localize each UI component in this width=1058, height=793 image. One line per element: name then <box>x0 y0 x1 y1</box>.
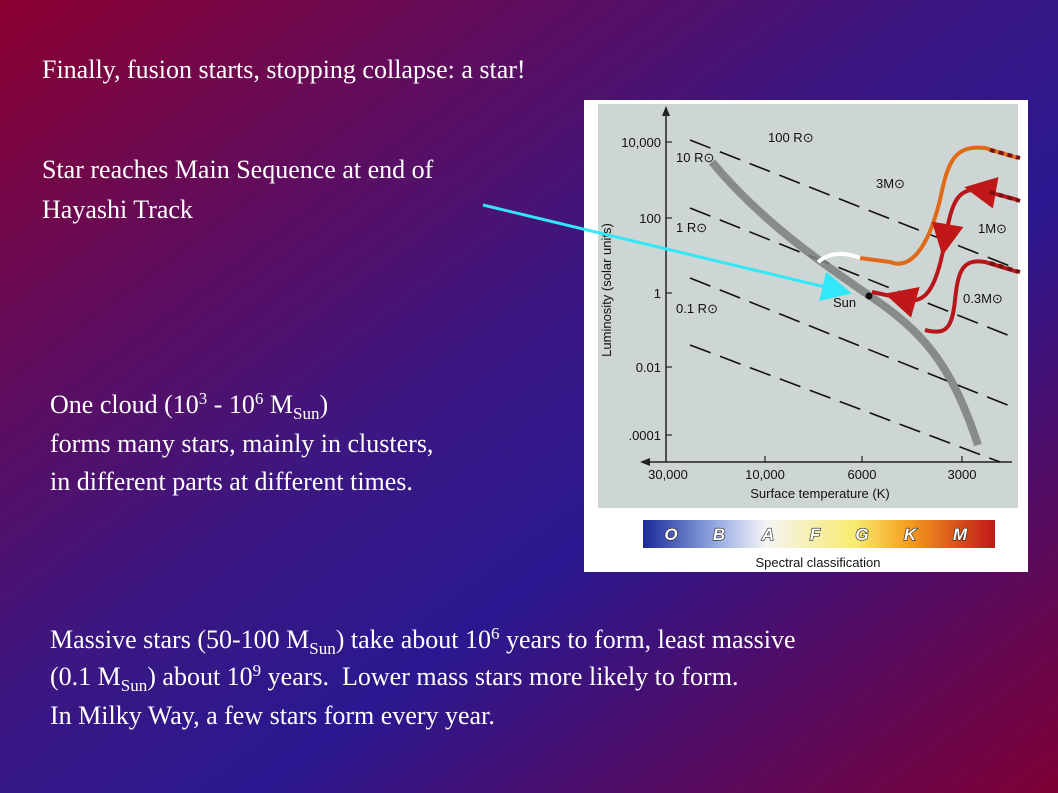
x-tick-label: 3000 <box>948 467 977 482</box>
radius-label: 100 R⊙ <box>768 130 814 145</box>
text-run: - 10 <box>207 390 255 419</box>
y-tick-label: 1 <box>654 286 661 301</box>
text-run: Massive stars (50-100 M <box>50 625 309 654</box>
y-axis-label: Luminosity (solar units) <box>599 223 614 357</box>
text-run: ) about 10 <box>147 662 252 691</box>
radius-label: 10 R⊙ <box>676 150 714 165</box>
text-run: (0.1 M <box>50 662 121 691</box>
spectral-class: K <box>904 525 918 544</box>
slide-title: Finally, fusion starts, stopping collaps… <box>42 55 526 84</box>
y-tick-label: .0001 <box>628 428 661 443</box>
sun-label: Sun <box>833 295 856 310</box>
x-axis-label: Surface temperature (K) <box>750 486 889 501</box>
y-tick-label: 100 <box>639 211 661 226</box>
note-line: forms many stars, mainly in clusters, <box>50 429 433 458</box>
superscript: 3 <box>199 389 208 408</box>
pointer-arrow <box>482 203 852 301</box>
x-tick-label: 6000 <box>848 467 877 482</box>
note-line: Hayashi Track <box>42 195 193 224</box>
sun-point <box>865 292 873 300</box>
spectral-class: A <box>761 525 774 544</box>
spectral-bar <box>643 520 995 548</box>
spectral-label: Spectral classification <box>756 555 881 570</box>
superscript: 9 <box>253 661 262 680</box>
x-tick-label: 10,000 <box>745 467 785 482</box>
spectral-class: F <box>810 525 821 544</box>
track-3msun-end <box>816 251 861 264</box>
spectral-class: O <box>664 525 677 544</box>
text-run: ) take about 10 <box>336 625 491 654</box>
mass-label: 0.3M⊙ <box>963 291 1003 306</box>
spectral-class: B <box>713 525 725 544</box>
axis-arrow <box>662 106 670 116</box>
x-tick-label: 30,000 <box>648 467 688 482</box>
track-1msun <box>871 177 1019 318</box>
subscript: Sun <box>293 404 320 423</box>
text-run: years to form, least massive <box>499 625 795 654</box>
track-03msun <box>924 259 1019 334</box>
subscript: Sun <box>121 676 148 695</box>
mass-label: 3M⊙ <box>876 176 905 191</box>
superscript: 6 <box>255 389 264 408</box>
text-run: One cloud (10 <box>50 390 199 419</box>
radius-label: 0.1 R⊙ <box>676 301 718 316</box>
text-run: ) <box>320 390 329 419</box>
note-line: in different parts at different times. <box>50 467 413 496</box>
axis-arrow <box>640 458 650 466</box>
note-line: One cloud (103 - 106 MSun) <box>50 389 328 423</box>
mass-label: 1M⊙ <box>978 221 1007 236</box>
spectral-class: M <box>953 525 968 544</box>
superscript: 6 <box>491 624 500 643</box>
y-tick-label: 0.01 <box>636 360 661 375</box>
text-run: years. Lower mass stars more likely to f… <box>261 662 738 691</box>
note-line: In Milky Way, a few stars form every yea… <box>50 701 495 730</box>
tick-marks <box>666 141 963 462</box>
radius-label: 1 R⊙ <box>676 220 707 235</box>
text-run: M <box>263 390 293 419</box>
spectral-class: G <box>855 525 868 544</box>
note-line: (0.1 MSun) about 109 years. Lower mass s… <box>50 661 738 695</box>
subscript: Sun <box>309 639 336 658</box>
y-tick-label: 10,000 <box>621 135 661 150</box>
hr-diagram: 10,000 100 1 0.01 .0001 30,000 10,000 60… <box>584 100 1028 572</box>
note-line: Massive stars (50-100 MSun) take about 1… <box>50 624 796 658</box>
note-line: Star reaches Main Sequence at end of <box>42 155 434 184</box>
